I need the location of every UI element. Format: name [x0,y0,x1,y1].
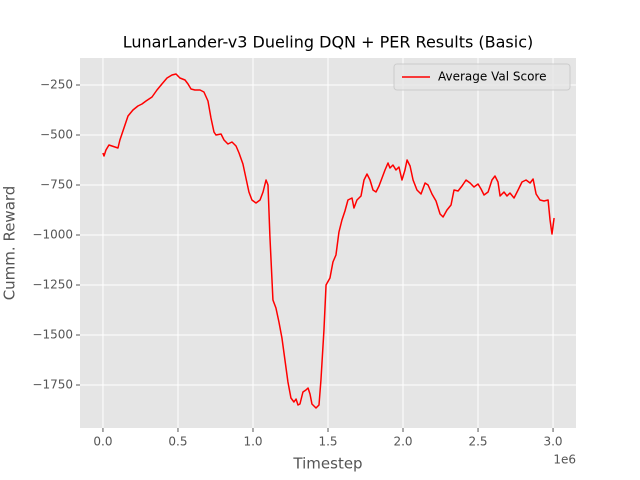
chart-title: LunarLander-v3 Dueling DQN + PER Results… [123,33,534,52]
x-tick-label: 0.5 [168,435,187,449]
y-tick-label: −250 [40,78,73,92]
y-tick-label: −1750 [32,378,73,392]
legend-box [393,63,571,91]
y-tick-label: −1250 [32,278,73,292]
x-tick-label: 2.0 [393,435,412,449]
y-tick-label: −750 [40,178,73,192]
x-tick-label: 0.0 [93,435,112,449]
y-tick-label: −1500 [32,328,73,342]
x-tick-label: 1.5 [318,435,337,449]
x-axis-label: Timestep [292,455,362,473]
y-axis-label: Cumm. Reward [1,186,19,301]
legend: Average Val Score [393,63,571,91]
y-tick-label: −1000 [32,228,73,242]
y-tick-label: −500 [40,128,73,142]
x-offset-label: 1e6 [553,453,576,467]
legend-label: Average Val Score [438,70,546,84]
x-tick-label: 3.0 [543,435,562,449]
x-tick-label: 1.0 [243,435,262,449]
x-tick-label: 2.5 [468,435,487,449]
data-line [102,73,555,409]
